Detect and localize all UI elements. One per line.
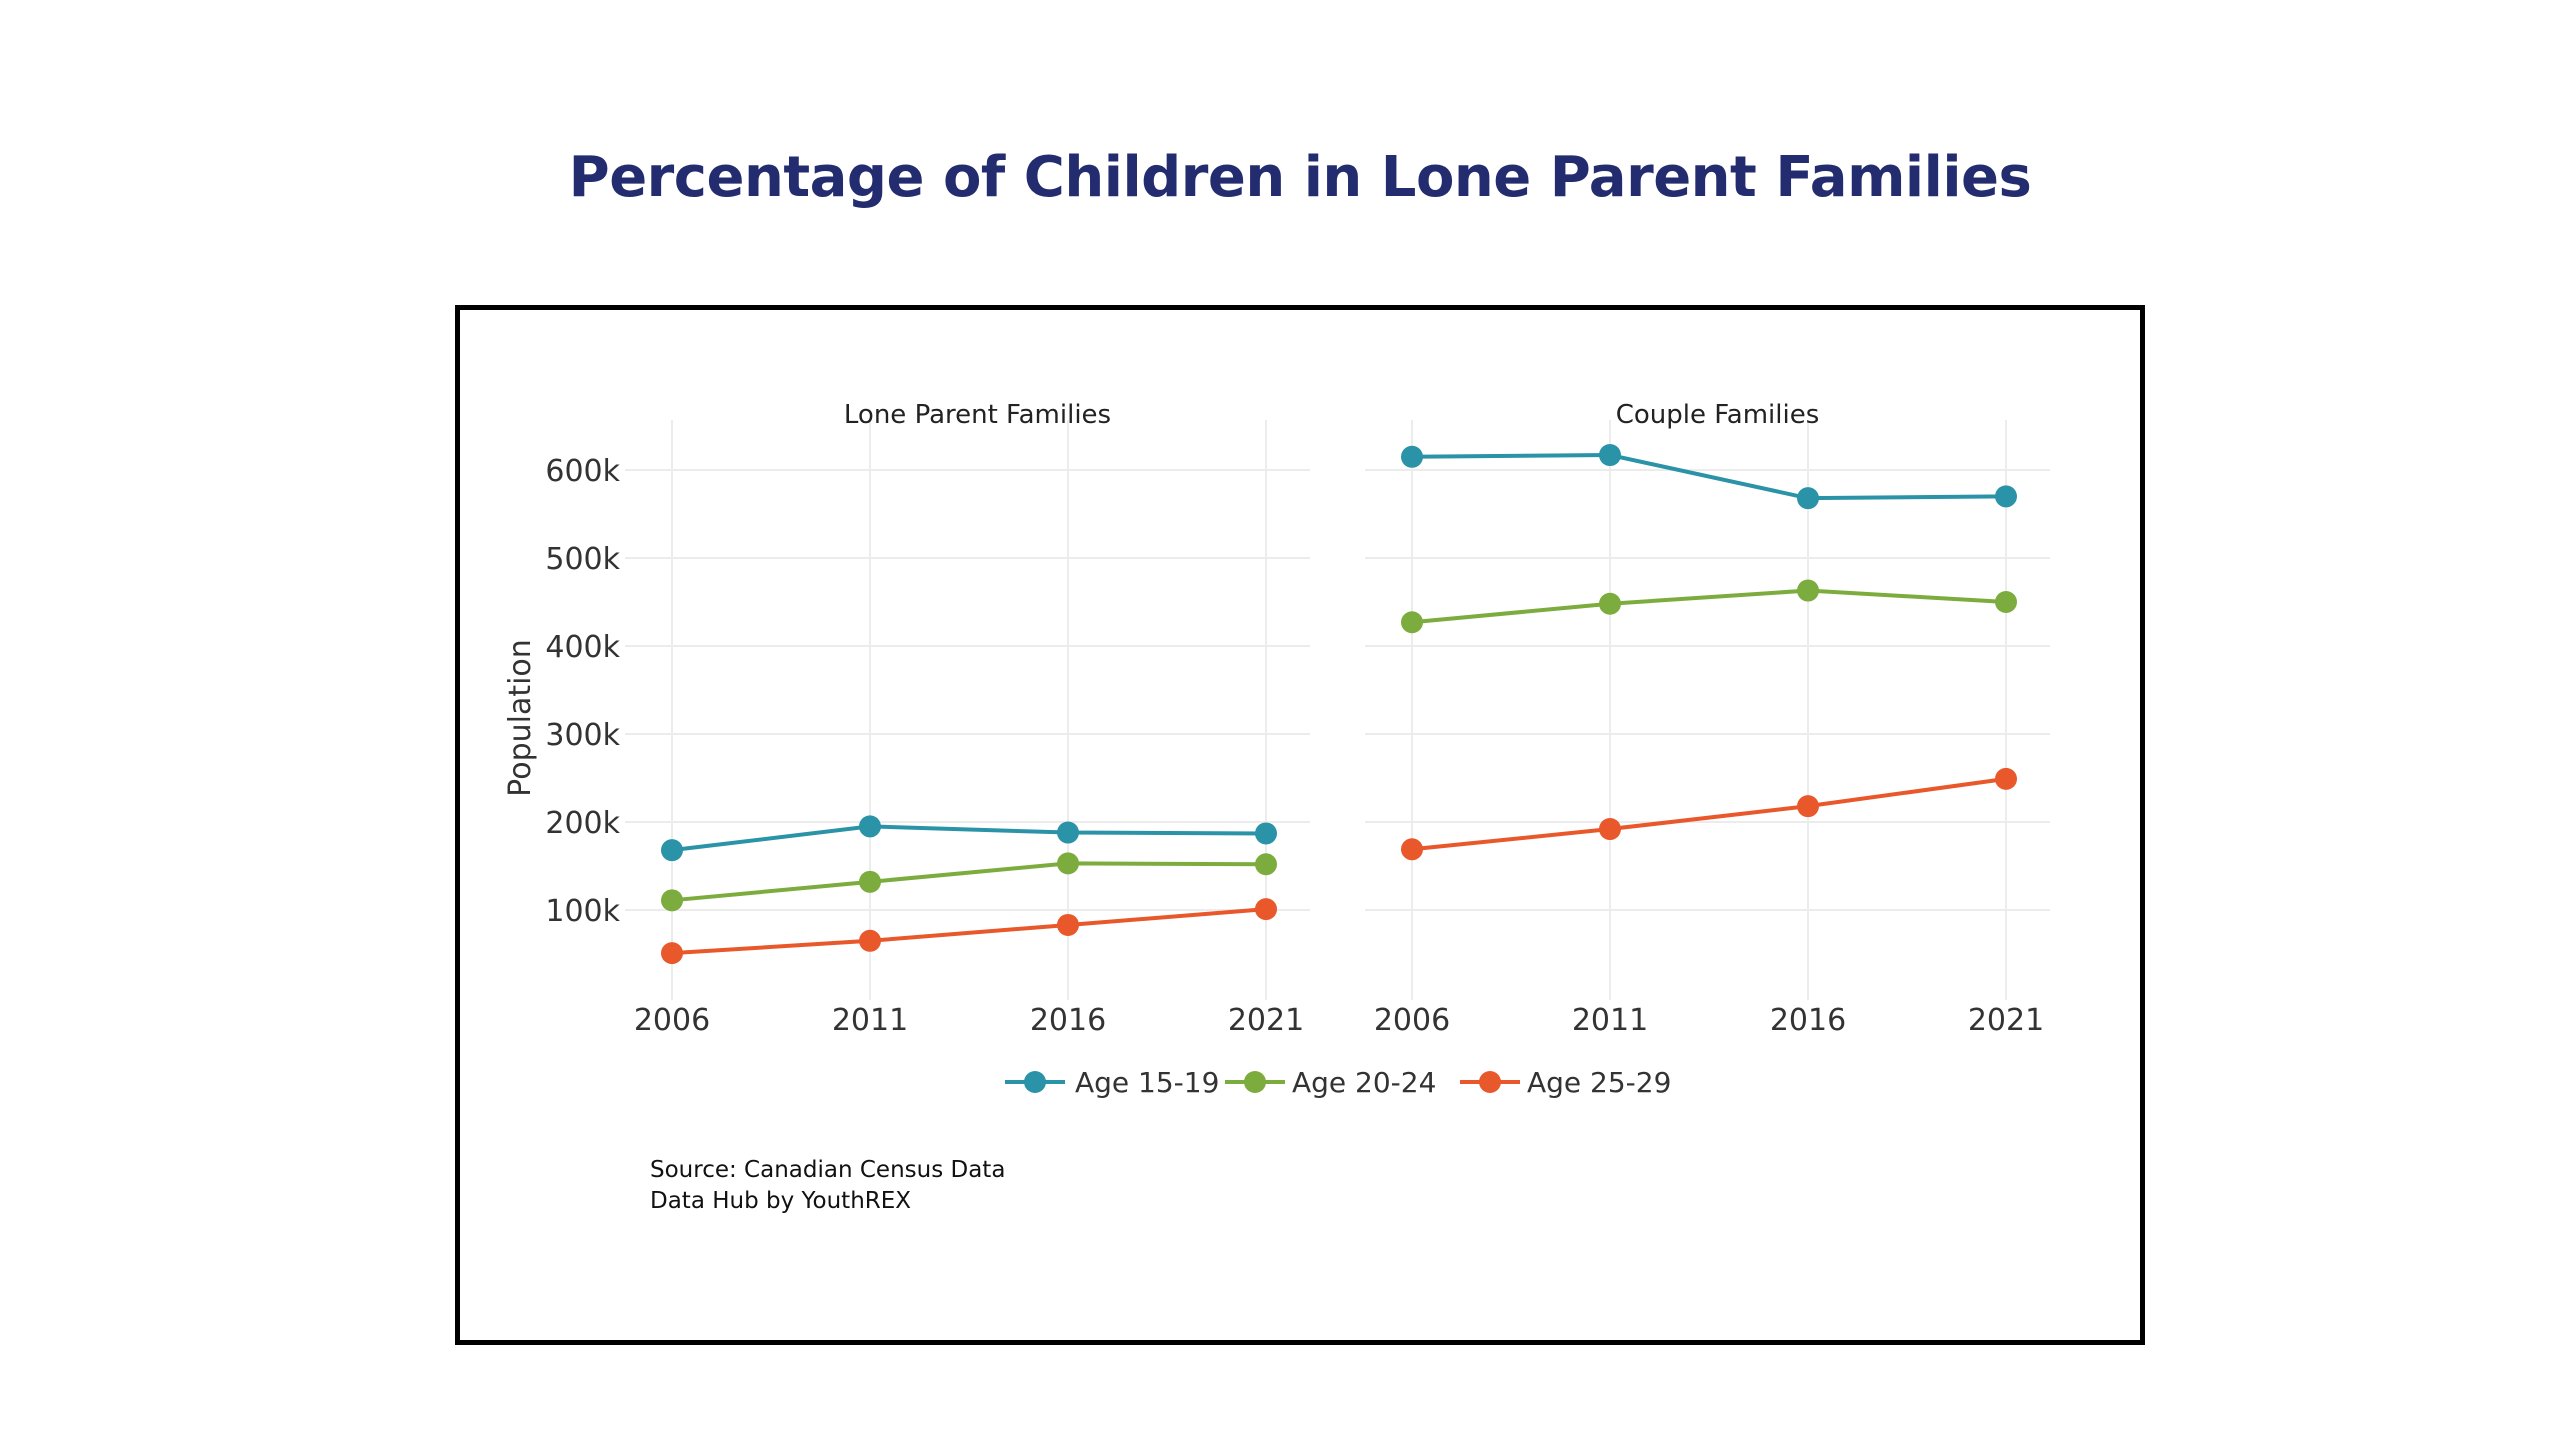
data-point [1255,898,1277,921]
y-tick-label: 300k [545,718,620,753]
source-note: Source: Canadian Census Data Data Hub by… [650,1155,1005,1217]
data-point [1599,818,1621,841]
series-line [1411,453,2007,501]
y-tick-label: 100k [545,894,620,929]
data-point [859,929,881,952]
data-hub-line: Data Hub by YouthREX [650,1188,912,1214]
data-point [1599,444,1621,467]
data-point [661,889,683,912]
data-point [1057,821,1079,844]
x-tick-label: 2016 [1770,1003,1846,1038]
data-point [661,839,683,862]
data-point [859,815,881,838]
panel-title: Couple Families [1616,400,1820,430]
chart-frame [455,305,2145,1345]
panel-title: Lone Parent Families [844,400,1111,430]
data-point [1797,795,1819,818]
series-line [1411,588,2007,625]
data-point [1255,822,1277,845]
legend-label: Age 20-24 [1292,1066,1436,1099]
series-line [671,907,1267,956]
x-tick-label: 2021 [1228,1003,1304,1038]
data-point [1255,853,1277,876]
x-tick-label: 2011 [832,1003,908,1038]
legend-key-marker [1244,1071,1266,1093]
y-tick-label: 200k [545,806,620,841]
data-point [1057,913,1079,936]
legend-label: Age 25-29 [1527,1066,1671,1099]
y-tick-label: 600k [545,454,620,489]
data-point [1401,611,1423,634]
data-point [1401,445,1423,468]
x-tick-label: 2006 [1374,1003,1450,1038]
series-line [671,824,1267,853]
data-point [1401,838,1423,861]
page-title: Percentage of Children in Lone Parent Fa… [568,145,2032,210]
legend-key-marker [1024,1071,1046,1093]
data-point [661,942,683,965]
y-axis-label: Population [503,639,538,797]
x-tick-label: 2021 [1968,1003,2044,1038]
data-point [1995,591,2017,613]
y-tick-label: 400k [545,630,620,665]
x-tick-label: 2011 [1572,1003,1648,1038]
data-point [1995,485,2017,508]
data-point [859,870,881,893]
x-tick-label: 2006 [634,1003,710,1038]
legend-key-marker [1479,1071,1501,1093]
y-tick-label: 500k [545,542,620,577]
data-point [1797,579,1819,602]
series-line [671,861,1267,903]
legend-label: Age 15-19 [1075,1066,1219,1099]
data-point [1057,852,1079,875]
data-point [1599,592,1621,615]
x-tick-label: 2016 [1030,1003,1106,1038]
data-point [1995,767,2017,790]
series-line [1411,776,2007,852]
data-point [1797,487,1819,510]
source-line: Source: Canadian Census Data [650,1157,1006,1183]
